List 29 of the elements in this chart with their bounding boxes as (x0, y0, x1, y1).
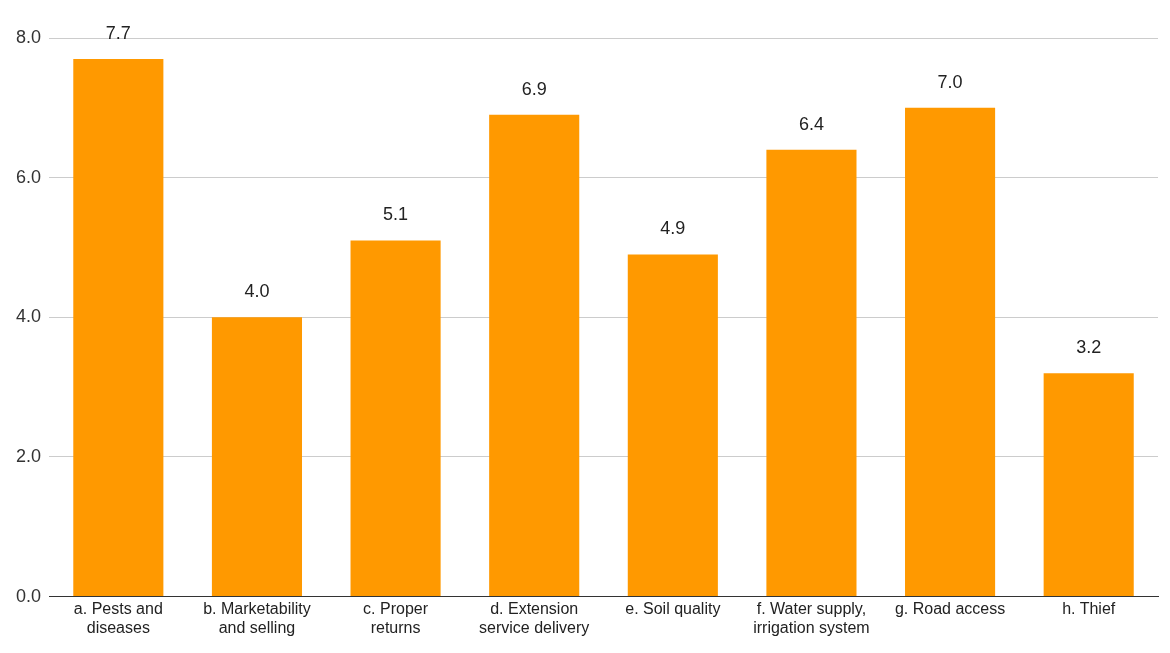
x-tick-label: e. Soil quality (625, 599, 721, 617)
y-tick-label: 0.0 (15, 585, 42, 606)
bar (350, 240, 441, 597)
x-tick-label: g. Road access (894, 599, 1006, 617)
data-label: 3.2 (1076, 337, 1102, 358)
data-label: 7.7 (105, 22, 131, 43)
data-label: 6.9 (521, 78, 547, 99)
bar (489, 114, 580, 597)
bar (1043, 373, 1134, 597)
x-tick-label: c. Proper returns (363, 599, 429, 636)
x-tick-label: h. Thief (1062, 599, 1116, 617)
bar (211, 317, 303, 597)
bar (905, 107, 996, 597)
x-tick-label: b. Marketability and selling (203, 599, 311, 636)
y-tick-label: 8.0 (15, 26, 42, 47)
x-tick-label: f. Water supply, irrigation system (753, 599, 870, 636)
bar (766, 149, 857, 597)
data-label: 4.0 (244, 281, 270, 302)
data-label: 6.4 (798, 113, 824, 134)
y-tick-label: 2.0 (15, 445, 42, 466)
x-tick-label: d. Extension service delivery (479, 599, 590, 636)
data-label: 5.1 (383, 204, 409, 225)
data-label: 7.0 (937, 71, 963, 92)
bar (627, 254, 718, 597)
x-tick-label: a. Pests and diseases (73, 599, 163, 636)
bar (73, 58, 164, 597)
y-tick-label: 4.0 (15, 306, 42, 327)
y-tick-label: 6.0 (15, 166, 42, 187)
data-label: 4.9 (660, 218, 686, 239)
